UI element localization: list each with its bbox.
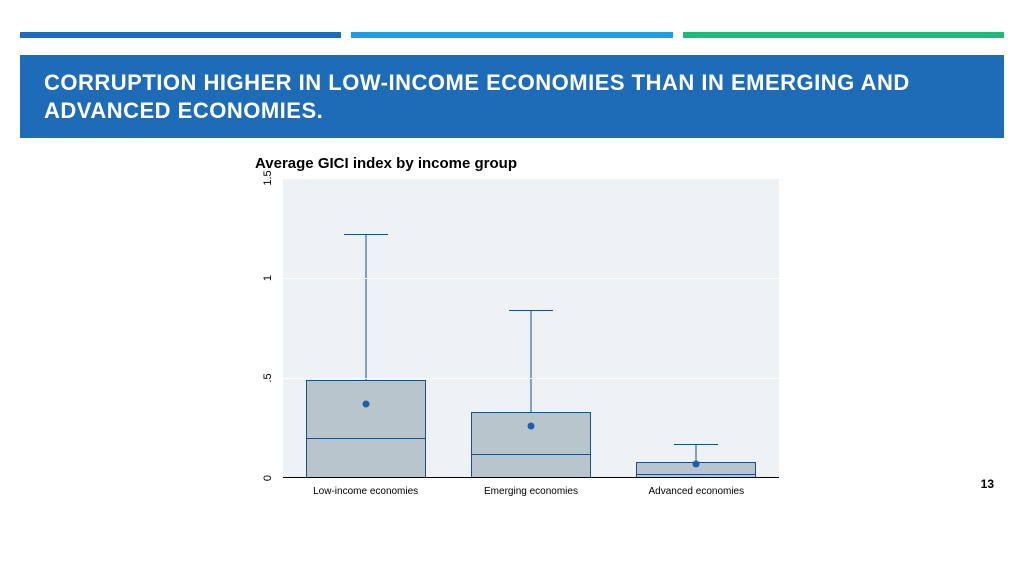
x-tick-label: Emerging economies: [448, 486, 613, 497]
page-number: 13: [981, 477, 994, 491]
slide: CORRUPTION HIGHER IN LOW-INCOME ECONOMIE…: [0, 0, 1024, 576]
stripe-3: [683, 32, 1004, 38]
mean-marker: [527, 423, 534, 430]
whisker-upper: [365, 234, 366, 380]
median-line: [471, 454, 591, 455]
category-area: [283, 178, 779, 478]
stripe-1: [20, 32, 341, 38]
mean-marker: [693, 461, 700, 468]
mean-marker: [362, 401, 369, 408]
top-accent-stripes: [20, 32, 1004, 38]
category-column: [448, 178, 613, 478]
y-tick-label: 0: [262, 469, 274, 487]
median-line: [306, 438, 426, 439]
page-title: CORRUPTION HIGHER IN LOW-INCOME ECONOMIE…: [44, 69, 980, 124]
x-tick-label: Advanced economies: [614, 486, 779, 497]
x-tick-label: Low-income economies: [283, 486, 448, 497]
whisker-cap-upper: [674, 444, 718, 445]
gridline: [283, 478, 779, 479]
x-axis-labels: Low-income economiesEmerging economiesAd…: [283, 486, 779, 497]
gridline: [283, 278, 779, 279]
stripe-2: [351, 32, 672, 38]
whisker-cap-upper: [344, 234, 388, 235]
whisker-upper: [530, 310, 531, 412]
box: [306, 380, 426, 478]
boxplot-plot-area: Low-income economiesEmerging economiesAd…: [255, 178, 785, 478]
title-banner: CORRUPTION HIGHER IN LOW-INCOME ECONOMIE…: [20, 55, 1004, 138]
gridline: [283, 178, 779, 179]
category-column: [283, 178, 448, 478]
median-line: [636, 474, 756, 475]
whisker-upper: [696, 444, 697, 462]
y-tick-label: 1.5: [262, 169, 274, 187]
y-tick-label: .5: [262, 369, 274, 387]
chart-title: Average GICI index by income group: [255, 155, 785, 172]
gridline: [283, 378, 779, 379]
category-column: [614, 178, 779, 478]
y-tick-label: 1: [262, 269, 274, 287]
whisker-cap-upper: [509, 310, 553, 311]
chart-container: Average GICI index by income group Low-i…: [255, 155, 785, 478]
